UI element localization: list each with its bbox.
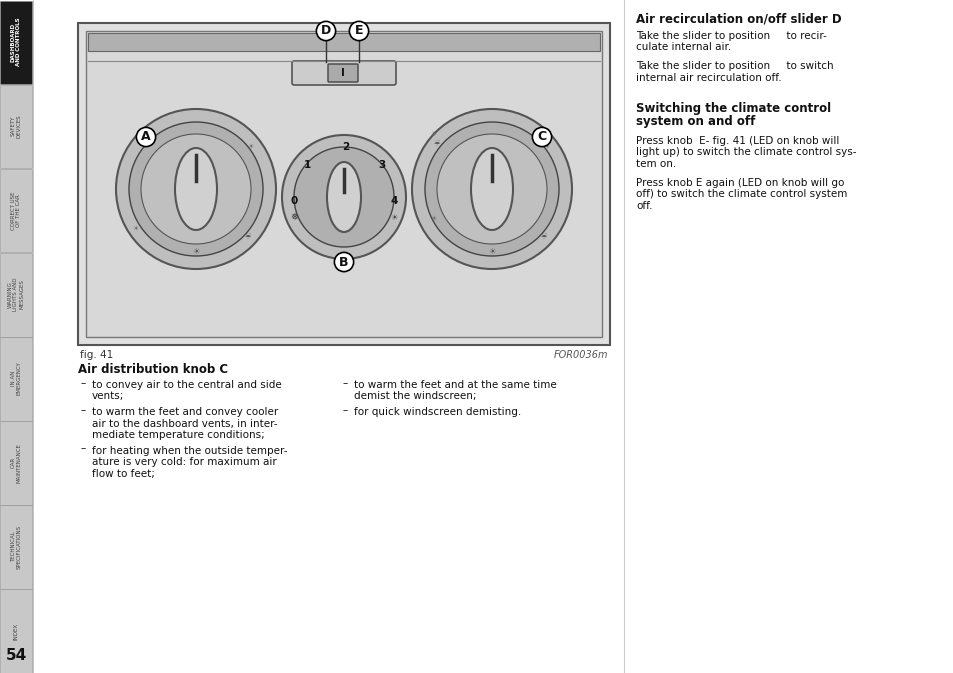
Text: ☀: ☀ [390, 213, 397, 221]
Text: tem on.: tem on. [636, 159, 676, 169]
Circle shape [129, 122, 263, 256]
Bar [0, 1, 32, 84]
Text: demist the windscreen;: demist the windscreen; [354, 392, 476, 402]
Text: CAR
MAINTENANCE: CAR MAINTENANCE [10, 443, 21, 483]
Bar [0, 85, 32, 168]
Ellipse shape [174, 148, 216, 230]
Text: air to the dashboard vents, in inter-: air to the dashboard vents, in inter- [91, 419, 277, 429]
Text: Press knob  E- fig. 41 (LED on knob will: Press knob E- fig. 41 (LED on knob will [636, 136, 839, 146]
Text: internal air recirculation off.: internal air recirculation off. [636, 73, 781, 83]
Text: 0: 0 [290, 196, 297, 206]
Text: I: I [341, 68, 345, 78]
Circle shape [282, 135, 406, 259]
Circle shape [436, 134, 546, 244]
Text: TECHNICAL
SPECIFICATIONS: TECHNICAL SPECIFICATIONS [10, 525, 21, 569]
Text: ☀: ☀ [193, 246, 199, 256]
Text: IN AN
EMERGENCY: IN AN EMERGENCY [10, 361, 21, 396]
Bar [0, 505, 32, 589]
Circle shape [412, 109, 572, 269]
Text: ☀: ☀ [431, 131, 436, 137]
Text: –: – [81, 378, 86, 388]
Text: INDEX: INDEX [13, 623, 18, 639]
Text: light up) to switch the climate control sys-: light up) to switch the climate control … [636, 147, 856, 157]
Ellipse shape [327, 162, 360, 232]
Text: flow to feet;: flow to feet; [91, 468, 154, 479]
Text: WARNING
LIGHTS AND
MESSAGES: WARNING LIGHTS AND MESSAGES [8, 278, 24, 311]
Text: C: C [537, 131, 546, 143]
Bar [0, 421, 32, 505]
Circle shape [141, 134, 251, 244]
Bar [0, 253, 32, 336]
Text: vents;: vents; [91, 392, 124, 402]
Text: for heating when the outside temper-: for heating when the outside temper- [91, 446, 287, 456]
Text: off) to switch the climate control system: off) to switch the climate control syste… [636, 189, 846, 199]
Text: 3: 3 [378, 160, 385, 170]
Text: –: – [343, 405, 348, 415]
Text: ☀: ☀ [431, 216, 436, 222]
Circle shape [294, 147, 394, 247]
Text: ature is very cold: for maximum air: ature is very cold: for maximum air [91, 457, 276, 467]
Text: to warm the feet and at the same time: to warm the feet and at the same time [354, 380, 557, 390]
Text: Switching the climate control: Switching the climate control [636, 102, 830, 115]
Bar [88, 33, 599, 51]
Text: ☔: ☔ [245, 234, 251, 240]
Bar [0, 169, 32, 252]
Text: to convey air to the central and side: to convey air to the central and side [91, 380, 281, 390]
Circle shape [424, 122, 558, 256]
Text: ☔: ☔ [138, 141, 144, 147]
Text: 4: 4 [390, 196, 397, 206]
Text: SAFETY
DEVICES: SAFETY DEVICES [10, 114, 21, 138]
Text: system on and off: system on and off [636, 115, 755, 128]
Bar [86, 31, 601, 337]
Text: D: D [320, 24, 331, 38]
Text: ☀: ☀ [248, 144, 253, 150]
Text: ☀: ☀ [488, 246, 496, 256]
Text: to warm the feet and convey cooler: to warm the feet and convey cooler [91, 407, 278, 417]
Text: DASHBOARD
AND CONTROLS: DASHBOARD AND CONTROLS [10, 17, 21, 67]
Text: ☀: ☀ [543, 144, 550, 150]
Bar [78, 23, 609, 345]
Circle shape [116, 109, 275, 269]
Text: E: E [355, 24, 363, 38]
Text: 2: 2 [342, 142, 349, 152]
FancyBboxPatch shape [292, 61, 395, 85]
Text: –: – [81, 405, 86, 415]
Text: off.: off. [636, 201, 652, 211]
Text: mediate temperature conditions;: mediate temperature conditions; [91, 430, 265, 440]
Text: –: – [81, 444, 86, 454]
Text: for quick windscreen demisting.: for quick windscreen demisting. [354, 407, 520, 417]
Text: A: A [141, 131, 151, 143]
Text: Air distribution knob C: Air distribution knob C [78, 363, 228, 376]
Text: Air recirculation on/off slider D: Air recirculation on/off slider D [636, 13, 841, 26]
Text: ☔: ☔ [434, 141, 439, 147]
Text: fig. 41: fig. 41 [80, 350, 113, 360]
Text: culate internal air.: culate internal air. [636, 42, 731, 52]
Text: ☀: ☀ [132, 226, 139, 232]
Text: FOR0036m: FOR0036m [553, 350, 607, 360]
Text: Take the slider to position     to switch: Take the slider to position to switch [636, 61, 833, 71]
Text: CORRECT USE
OF THE CAR: CORRECT USE OF THE CAR [10, 191, 21, 229]
Text: B: B [339, 256, 349, 269]
Bar [0, 337, 32, 421]
Text: –: – [343, 378, 348, 388]
Text: 1: 1 [303, 160, 311, 170]
Bar [0, 590, 32, 673]
Ellipse shape [471, 148, 513, 230]
Text: ❅: ❅ [290, 212, 297, 222]
Text: ☔: ☔ [540, 234, 547, 240]
Text: Press knob E again (LED on knob will go: Press knob E again (LED on knob will go [636, 178, 843, 188]
Text: 54: 54 [6, 648, 27, 663]
Text: Take the slider to position     to recir-: Take the slider to position to recir- [636, 31, 826, 41]
FancyBboxPatch shape [328, 64, 357, 82]
